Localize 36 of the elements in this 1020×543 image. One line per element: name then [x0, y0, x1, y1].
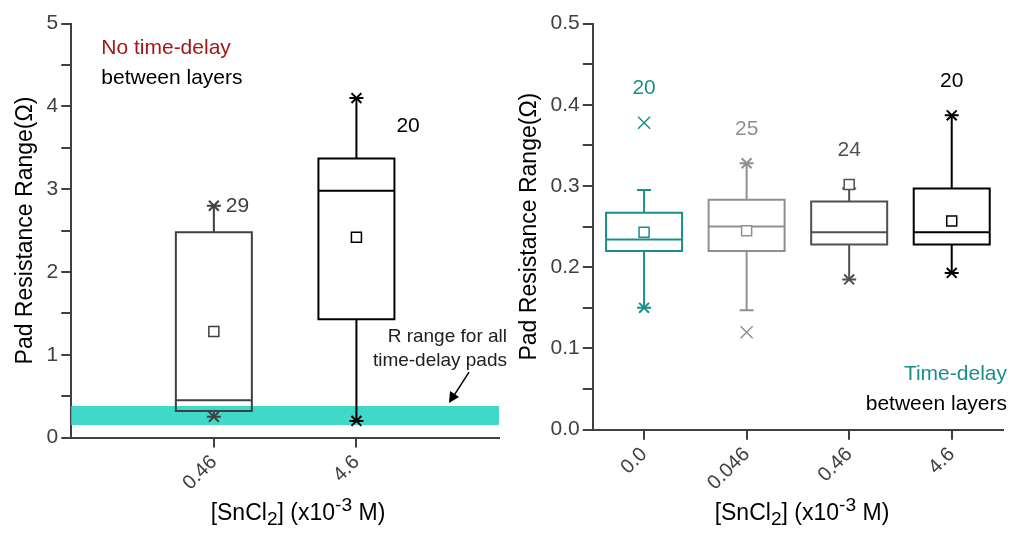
y-tick-label: 0.4: [550, 91, 581, 115]
y-tick-label: 0.3: [550, 172, 580, 196]
y-tick-label: 2: [46, 258, 59, 282]
annotation: 20: [632, 75, 656, 99]
y-tick-label: 1: [46, 341, 59, 365]
point: [945, 109, 958, 122]
y-tick-label: 0.2: [550, 254, 580, 278]
y-tick-label: 3: [46, 175, 59, 199]
x-tick-label: 4.6: [327, 450, 364, 486]
y-tick-label: 0: [46, 424, 59, 448]
x-tick-label: 0.46: [812, 442, 856, 486]
annotation: Time-delay: [903, 360, 1008, 384]
x-tick-label: 0.0: [615, 442, 651, 478]
annotation: 25: [734, 116, 759, 140]
band-label: R range for all time-delay pads: [372, 325, 507, 371]
point: [843, 273, 856, 286]
y-axis-title: Pad Resistance Range(Ω): [11, 96, 38, 365]
x-tick-label: 0.46: [177, 450, 221, 494]
annotation: 29: [225, 192, 250, 216]
x-tick-label: 4.6: [923, 442, 959, 478]
x-axis-title: [SnCl$_{2}$] (x10$^{-3}$ M): [209, 494, 387, 531]
y-tick-label: 0.5: [550, 10, 580, 34]
point: [638, 301, 651, 314]
y-axis-title: Pad Resistance Range(Ω): [515, 92, 542, 361]
x-axis-title: [SnCl$_{2}$] (x10$^{-3}$ M): [713, 494, 891, 531]
annotation: between layers: [865, 390, 1007, 414]
y-tick-label: 0.1: [550, 335, 580, 359]
y-tick-label: 4: [46, 93, 59, 117]
annotation: between layers: [101, 64, 243, 88]
point: [740, 157, 753, 170]
y-tick-label: 5: [46, 10, 59, 34]
annotation: No time-delay: [101, 34, 232, 58]
annotation: 20: [940, 68, 964, 92]
annotation: 20: [396, 112, 420, 136]
y-tick-label: 0.0: [550, 416, 580, 440]
annotation: 24: [837, 137, 862, 161]
